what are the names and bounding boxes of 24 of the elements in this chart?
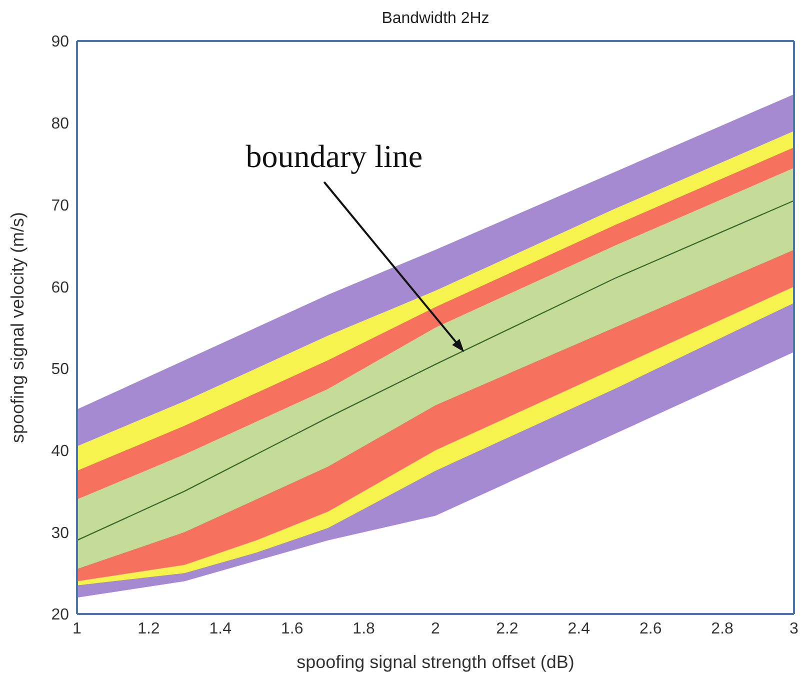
y-tick-label: 30 — [51, 524, 70, 542]
x-tick-label: 1.4 — [209, 620, 232, 638]
chart-title: Bandwidth 2Hz — [380, 10, 490, 28]
y-tick-label: 40 — [51, 442, 70, 460]
x-tick-label: 2.8 — [711, 620, 734, 638]
y-tick-label: 80 — [51, 116, 70, 133]
y-tick-label: 20 — [51, 606, 70, 624]
x-tick-label: 2.6 — [639, 620, 662, 638]
x-axis-title: spoofing signal strength offset (dB) — [296, 652, 574, 672]
x-tick-label: 1.8 — [352, 620, 376, 638]
line-series — [77, 200, 794, 541]
y-tick-label: 60 — [51, 279, 70, 296]
y-tick-label: 90 — [51, 34, 70, 51]
x-tick-label: 1.2 — [138, 620, 160, 638]
annotation: boundary line — [246, 138, 423, 174]
y-tick-label: 70 — [51, 197, 70, 214]
x-tick-label: 1 — [72, 620, 82, 638]
x-tick-label: 2.4 — [568, 620, 590, 638]
x-tick-label: 3 — [790, 620, 799, 638]
x-tick-label: 1.6 — [280, 620, 304, 638]
x-tick-label: 2.2 — [496, 620, 518, 638]
y-tick-label: 50 — [51, 361, 70, 378]
x-tick-label: 2 — [431, 620, 440, 638]
y-axis-title: spoofing signal velocity (m/s) — [7, 212, 28, 444]
